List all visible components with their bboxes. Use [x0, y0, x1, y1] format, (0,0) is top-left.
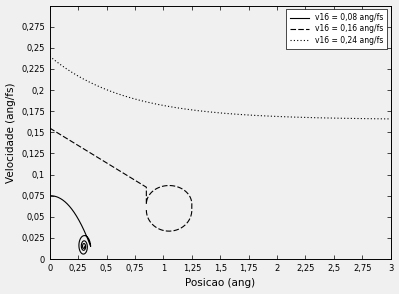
Y-axis label: Velocidade (ang/fs): Velocidade (ang/fs)	[6, 82, 16, 183]
X-axis label: Posicao (ang): Posicao (ang)	[185, 278, 255, 288]
Legend: v16 = 0,08 ang/fs, v16 = 0,16 ang/fs, v16 = 0,24 ang/fs: v16 = 0,08 ang/fs, v16 = 0,16 ang/fs, v1…	[286, 9, 387, 49]
